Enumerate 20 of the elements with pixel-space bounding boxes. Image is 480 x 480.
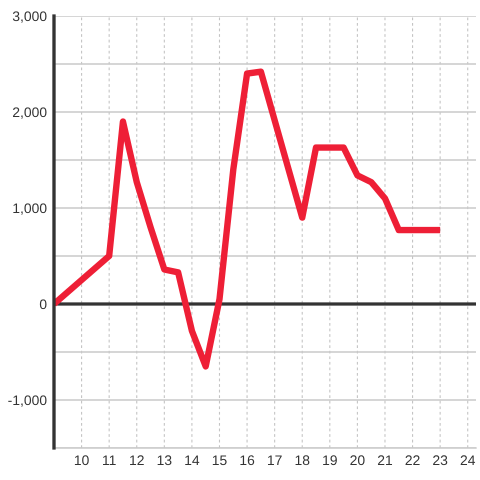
y-tick-label: 2,000 bbox=[13, 107, 47, 119]
x-tick-label: 22 bbox=[406, 455, 420, 466]
x-tick-label: 23 bbox=[433, 455, 448, 466]
x-tick-label: 21 bbox=[378, 455, 392, 466]
y-tick-label: 1,000 bbox=[13, 203, 47, 215]
y-tick-label: 3,000 bbox=[12, 11, 47, 23]
x-tick-label: 20 bbox=[350, 455, 365, 466]
x-tick-label: 18 bbox=[296, 455, 310, 466]
x-tick-label: 15 bbox=[212, 455, 227, 466]
x-tick-label: 10 bbox=[74, 455, 89, 466]
x-tick-label: 11 bbox=[103, 455, 116, 466]
x-tick-label: 12 bbox=[130, 455, 144, 466]
x-tick-label: 16 bbox=[240, 455, 254, 466]
y-tick-label: -1,000 bbox=[8, 395, 47, 407]
x-tick-label: 13 bbox=[158, 455, 172, 466]
x-tick-label: 24 bbox=[460, 455, 476, 466]
x-tick-label: 14 bbox=[185, 455, 200, 466]
y-tick-label: 0 bbox=[40, 299, 47, 310]
x-tick-label: 19 bbox=[323, 455, 337, 466]
x-tick-label: 17 bbox=[268, 455, 282, 466]
